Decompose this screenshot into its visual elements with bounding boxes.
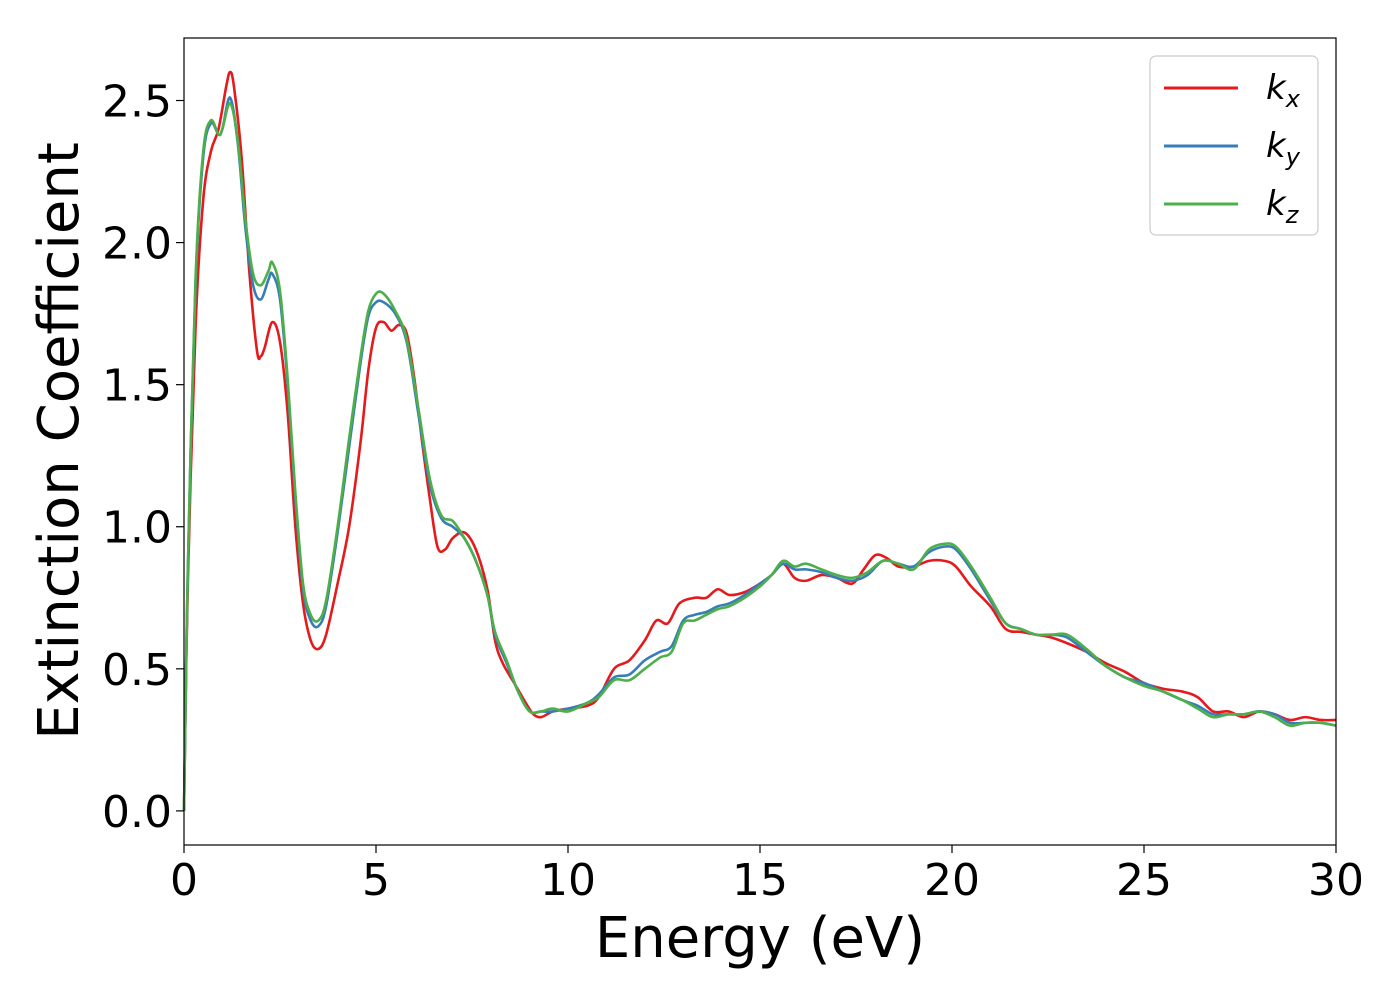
y-tick-label: 1.5 [102, 361, 172, 412]
y-tick-label: 2.0 [102, 219, 172, 270]
x-tick-label: 20 [924, 855, 980, 906]
x-tick-label: 25 [1116, 855, 1172, 906]
series-line-kx [182, 70, 1337, 811]
y-axis-ticks: 0.0 0.5 1.0 1.5 2.0 2.5 [102, 77, 184, 838]
y-tick-label: 1.0 [102, 503, 172, 554]
x-axis-ticks: 0 5 10 15 20 25 30 [170, 845, 1364, 906]
y-tick-label: 0.5 [102, 645, 172, 696]
x-tick-label: 0 [170, 855, 198, 906]
x-tick-label: 5 [362, 855, 390, 906]
y-tick-label: 0.0 [102, 787, 172, 838]
y-tick-label: 2.5 [102, 77, 172, 128]
y-axis-title: Extinction Coefficient [27, 142, 92, 740]
x-tick-label: 15 [732, 855, 788, 906]
series-layer [182, 70, 1337, 811]
series-line-kz [182, 102, 1337, 811]
x-tick-label: 30 [1308, 855, 1364, 906]
x-axis-title: Energy (eV) [595, 906, 925, 971]
x-tick-label: 10 [540, 855, 596, 906]
